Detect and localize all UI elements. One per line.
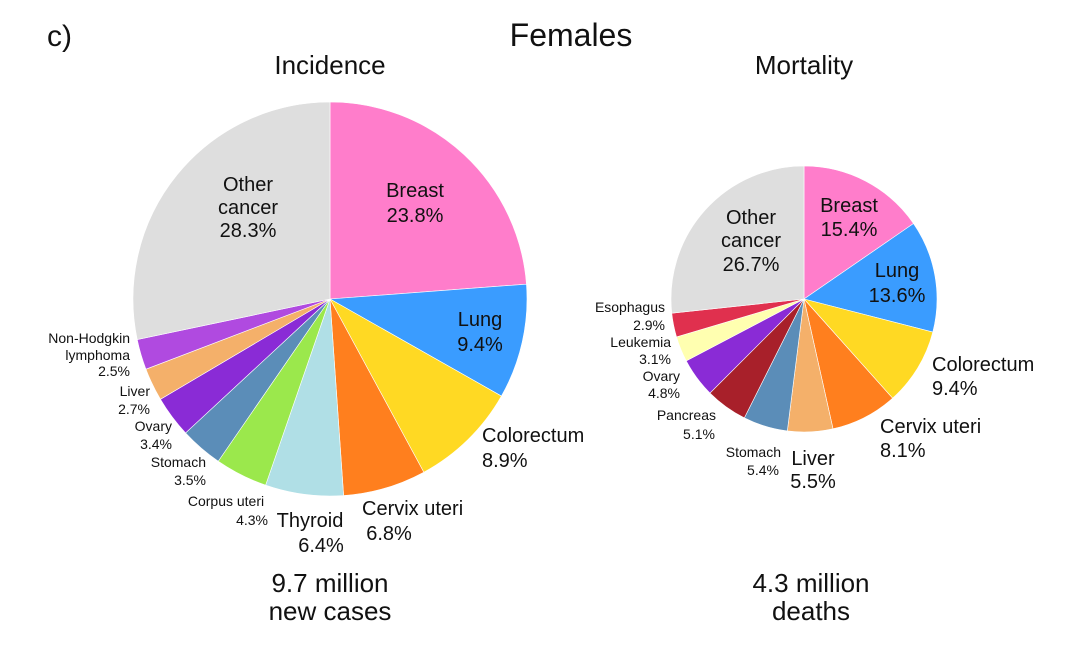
slice-name: Leukemia (610, 334, 671, 350)
slice-name: Esophagus (595, 299, 665, 315)
slice-breast (803, 165, 914, 300)
slice-lung (328, 283, 528, 397)
slice-label-cervix-uteri: Cervix uteri 6.8% (362, 498, 463, 545)
slice-label-breast: Breast 23.8% (386, 180, 444, 227)
slice-name: Lung (458, 309, 503, 331)
slice-percent: 6.4% (298, 535, 344, 557)
slice-percent: 5.5% (790, 471, 836, 493)
slice-percent: 2.7% (118, 401, 150, 417)
slice-name: Breast (386, 180, 444, 202)
panel-label: c) (47, 20, 72, 53)
total-label-line-1: 4.3 million (752, 568, 869, 598)
slice-percent: 3.5% (174, 472, 206, 488)
slice-percent: 8.1% (880, 440, 926, 462)
slice-label-esophagus: Esophagus 2.9% (595, 299, 665, 333)
slice-name: Liver (120, 383, 151, 399)
slice-colorectum (329, 298, 502, 473)
slice-name: Cervix uteri (880, 416, 981, 438)
slice-percent: 3.4% (140, 436, 172, 452)
slice-name-line: Other (223, 174, 273, 196)
slice-name-line: Non-Hodgkin (48, 330, 130, 346)
slice-other-cancer (670, 165, 805, 314)
slice-name-line: lymphoma (65, 347, 130, 363)
slice-name: Stomach (726, 444, 781, 460)
slice-label-ovary: Ovary 3.4% (135, 418, 172, 452)
slice-name: Ovary (135, 418, 172, 434)
slice-percent: 23.8% (387, 205, 444, 227)
slice-name-line: cancer (721, 230, 781, 252)
slice-percent: 26.7% (723, 254, 780, 276)
slice-percent: 5.4% (747, 462, 779, 478)
slice-percent: 2.9% (633, 317, 665, 333)
slice-name: Cervix uteri (362, 498, 463, 520)
slice-percent: 2.5% (98, 363, 130, 379)
slice-percent: 5.1% (683, 426, 715, 442)
slice-label-liver: Liver 2.7% (118, 383, 150, 417)
slice-name: Colorectum (932, 354, 1034, 376)
slice-percent: 4.8% (648, 385, 680, 401)
chart-title: Incidence (274, 50, 385, 80)
slice-percent: 15.4% (821, 219, 878, 241)
slice-name: Pancreas (657, 407, 716, 423)
slice-name: Breast (820, 195, 878, 217)
slice-breast (329, 101, 527, 300)
slice-label-lung: Lung 13.6% (869, 260, 926, 307)
incidence-pie-chart: Incidence Breast 23.8% Lung 9.4% Colorectum 8.… (48, 50, 584, 626)
slice-colorectum (803, 298, 934, 399)
total-label-line-2: new cases (269, 596, 392, 626)
slice-label-thyroid: Thyroid 6.4% (277, 510, 344, 557)
slice-label-lung: Lung 9.4% (457, 309, 503, 356)
slice-percent: 28.3% (220, 220, 277, 242)
chart-title: Mortality (755, 50, 853, 80)
slice-name: Ovary (643, 368, 680, 384)
slice-percent: 3.1% (639, 351, 671, 367)
slice-label-colorectum: Colorectum 8.9% (482, 425, 584, 472)
slice-label-stomach: Stomach 5.4% (726, 444, 781, 478)
slice-name: Colorectum (482, 425, 584, 447)
total-label-line-2: deaths (772, 596, 850, 626)
slice-name: Stomach (151, 454, 206, 470)
slice-percent: 9.4% (932, 378, 978, 400)
slice-other-cancer (132, 101, 331, 340)
slice-percent: 6.8% (366, 523, 412, 545)
slice-name: Lung (875, 260, 920, 282)
figure-title: Females (510, 17, 633, 53)
slice-label-corpus-uteri: Corpus uteri 4.3% (188, 493, 268, 528)
slice-name-line: Other (726, 207, 776, 229)
slice-percent: 4.3% (236, 512, 268, 528)
slice-name: Thyroid (277, 510, 344, 532)
slice-name: Liver (791, 448, 835, 470)
slice-name: Corpus uteri (188, 493, 264, 509)
slice-percent: 13.6% (869, 285, 926, 307)
slice-percent: 9.4% (457, 334, 503, 356)
total-label-line-1: 9.7 million (271, 568, 388, 598)
charts-group: IncidenceBreast23.8%Lung9.4%Colorectum8.… (48, 50, 1034, 626)
slice-label-pancreas: Pancreas 5.1% (657, 407, 716, 442)
slice-name-line: cancer (218, 197, 278, 219)
slice-label-stomach: Stomach 3.5% (151, 454, 206, 488)
slice-percent: 8.9% (482, 450, 528, 472)
slice-lung (803, 223, 938, 333)
